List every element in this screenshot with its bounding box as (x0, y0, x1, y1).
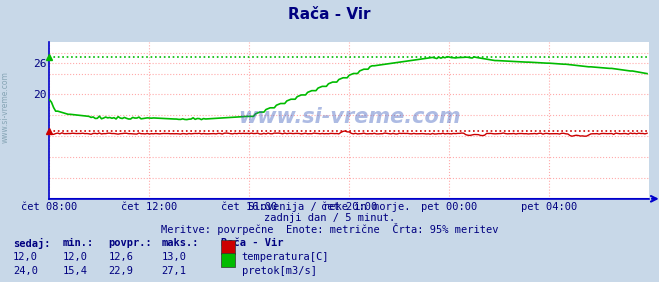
Text: 15,4: 15,4 (63, 266, 88, 276)
Text: min.:: min.: (63, 238, 94, 248)
Text: 12,0: 12,0 (13, 252, 38, 262)
Text: 27,1: 27,1 (161, 266, 186, 276)
Text: 22,9: 22,9 (109, 266, 134, 276)
Text: 12,6: 12,6 (109, 252, 134, 262)
Text: Rača - Vir: Rača - Vir (288, 7, 371, 22)
Text: povpr.:: povpr.: (109, 238, 152, 248)
Text: sedaj:: sedaj: (13, 238, 51, 249)
Text: www.si-vreme.com: www.si-vreme.com (238, 107, 461, 127)
Text: Rača - Vir: Rača - Vir (221, 238, 283, 248)
Text: pretok[m3/s]: pretok[m3/s] (242, 266, 317, 276)
Text: Slovenija / reke in morje.: Slovenija / reke in morje. (248, 202, 411, 212)
Text: temperatura[C]: temperatura[C] (242, 252, 330, 262)
Text: 12,0: 12,0 (63, 252, 88, 262)
Text: Meritve: povrpečne  Enote: metrične  Črta: 95% meritev: Meritve: povrpečne Enote: metrične Črta:… (161, 223, 498, 235)
Text: 13,0: 13,0 (161, 252, 186, 262)
Text: zadnji dan / 5 minut.: zadnji dan / 5 minut. (264, 213, 395, 223)
Text: 24,0: 24,0 (13, 266, 38, 276)
Text: www.si-vreme.com: www.si-vreme.com (1, 71, 10, 143)
Text: maks.:: maks.: (161, 238, 199, 248)
